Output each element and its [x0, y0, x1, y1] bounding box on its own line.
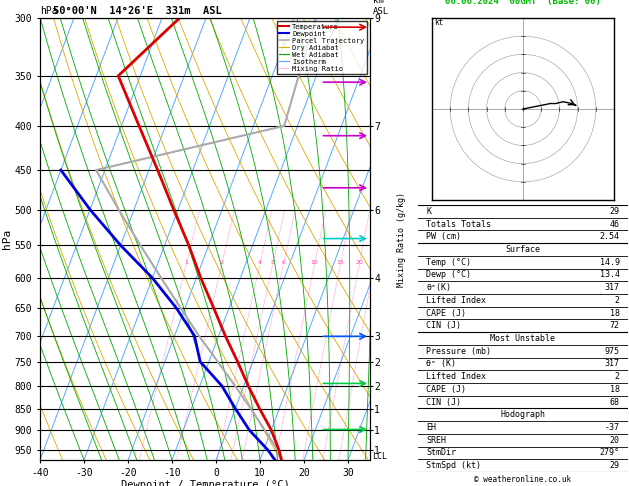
Text: Most Unstable: Most Unstable	[491, 334, 555, 343]
Text: 15: 15	[337, 260, 344, 265]
Text: 317: 317	[604, 283, 620, 292]
Text: 46: 46	[610, 220, 620, 228]
Text: LCL: LCL	[372, 451, 387, 461]
Text: Lifted Index: Lifted Index	[426, 296, 486, 305]
Text: hPa: hPa	[40, 5, 58, 16]
Text: Surface: Surface	[506, 245, 540, 254]
Text: 5: 5	[270, 260, 274, 265]
Text: 10: 10	[311, 260, 318, 265]
Text: 6: 6	[281, 260, 285, 265]
Text: EH: EH	[426, 423, 437, 432]
Text: StmSpd (kt): StmSpd (kt)	[426, 461, 481, 470]
Text: Dewp (°C): Dewp (°C)	[426, 270, 471, 279]
Text: Lifted Index: Lifted Index	[426, 372, 486, 381]
Text: 14.9: 14.9	[599, 258, 620, 267]
Text: 20: 20	[355, 260, 363, 265]
Text: θᵉ(K): θᵉ(K)	[426, 283, 452, 292]
Text: Hodograph: Hodograph	[501, 410, 545, 419]
Text: SREH: SREH	[426, 436, 447, 445]
Text: StmDir: StmDir	[426, 449, 457, 457]
Text: CAPE (J): CAPE (J)	[426, 309, 466, 317]
Text: 06.06.2024  00GMT  (Base: 00): 06.06.2024 00GMT (Base: 00)	[445, 0, 601, 5]
Text: -37: -37	[604, 423, 620, 432]
Text: 13.4: 13.4	[599, 270, 620, 279]
Text: 20: 20	[610, 436, 620, 445]
Text: K: K	[426, 207, 431, 216]
Text: 29: 29	[610, 207, 620, 216]
Text: 279°: 279°	[599, 449, 620, 457]
Text: PW (cm): PW (cm)	[426, 232, 462, 241]
Text: 18: 18	[610, 309, 620, 317]
X-axis label: Dewpoint / Temperature (°C): Dewpoint / Temperature (°C)	[121, 481, 289, 486]
Text: 2.54: 2.54	[599, 232, 620, 241]
Text: θᵉ (K): θᵉ (K)	[426, 360, 457, 368]
Text: CIN (J): CIN (J)	[426, 398, 462, 407]
Text: 975: 975	[604, 347, 620, 356]
Text: 317: 317	[604, 360, 620, 368]
Text: 72: 72	[610, 321, 620, 330]
Legend: Temperature, Dewpoint, Parcel Trajectory, Dry Adiabat, Wet Adiabat, Isotherm, Mi: Temperature, Dewpoint, Parcel Trajectory…	[277, 21, 367, 74]
Text: kt: kt	[434, 18, 443, 27]
Text: CIN (J): CIN (J)	[426, 321, 462, 330]
Y-axis label: hPa: hPa	[2, 229, 12, 249]
Text: 50°00'N  14°26'E  331m  ASL: 50°00'N 14°26'E 331m ASL	[53, 5, 221, 16]
Text: 2: 2	[615, 296, 620, 305]
Text: CAPE (J): CAPE (J)	[426, 385, 466, 394]
Text: © weatheronline.co.uk: © weatheronline.co.uk	[474, 475, 572, 484]
Text: 2: 2	[615, 372, 620, 381]
Text: km
ASL: km ASL	[373, 0, 389, 16]
Text: 29: 29	[610, 461, 620, 470]
Text: Mixing Ratio (g/kg): Mixing Ratio (g/kg)	[397, 191, 406, 287]
Text: 4: 4	[258, 260, 262, 265]
Text: Totals Totals: Totals Totals	[426, 220, 491, 228]
Text: 1: 1	[184, 260, 188, 265]
Text: Temp (°C): Temp (°C)	[426, 258, 471, 267]
Text: 2: 2	[220, 260, 223, 265]
Text: Pressure (mb): Pressure (mb)	[426, 347, 491, 356]
Text: 68: 68	[610, 398, 620, 407]
Text: 18: 18	[610, 385, 620, 394]
